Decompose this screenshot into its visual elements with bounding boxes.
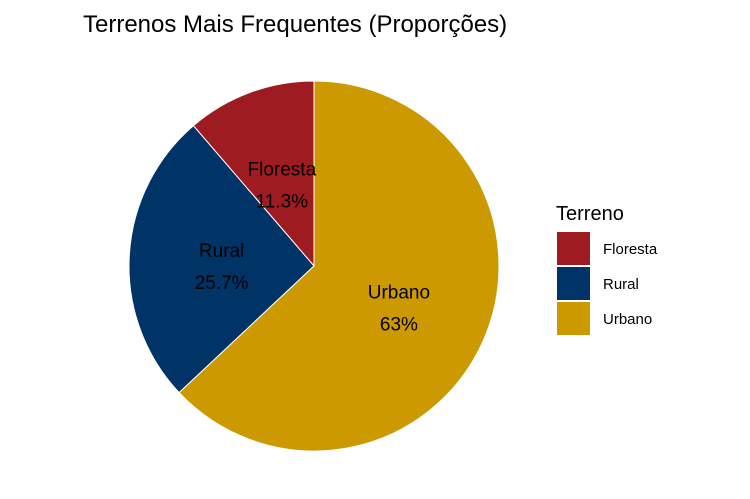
pie-slice-urbano (178, 80, 500, 452)
slice-name-label: Urbano (368, 283, 430, 304)
legend-label-urbano: Urbano (603, 311, 652, 328)
slice-percent-label: 63% (380, 315, 418, 336)
legend-key-urbano (557, 302, 590, 335)
pie-slices (128, 80, 500, 452)
legend-label-rural: Rural (603, 276, 639, 293)
legend-key-floresta (557, 232, 590, 265)
slice-percent-label: 25.7% (195, 273, 249, 294)
legend-title: Terreno (556, 203, 624, 225)
slice-name-label: Rural (199, 241, 244, 262)
legend: Terreno Floresta Rural Urbano (556, 203, 658, 335)
pie-slice-floresta (192, 80, 315, 268)
slice-name-label: Floresta (248, 159, 317, 180)
legend-items: Floresta Rural Urbano (557, 232, 658, 335)
pie-slice-rural (128, 124, 315, 394)
legend-key-rural (557, 267, 590, 300)
chart-title: Terrenos Mais Frequentes (Proporções) (83, 11, 507, 38)
legend-label-floresta: Floresta (603, 241, 658, 258)
pie-slice-labels: Floresta 11.3% Rural 25.7% Urbano 63% (195, 159, 430, 335)
slice-percent-label: 11.3% (256, 191, 309, 212)
